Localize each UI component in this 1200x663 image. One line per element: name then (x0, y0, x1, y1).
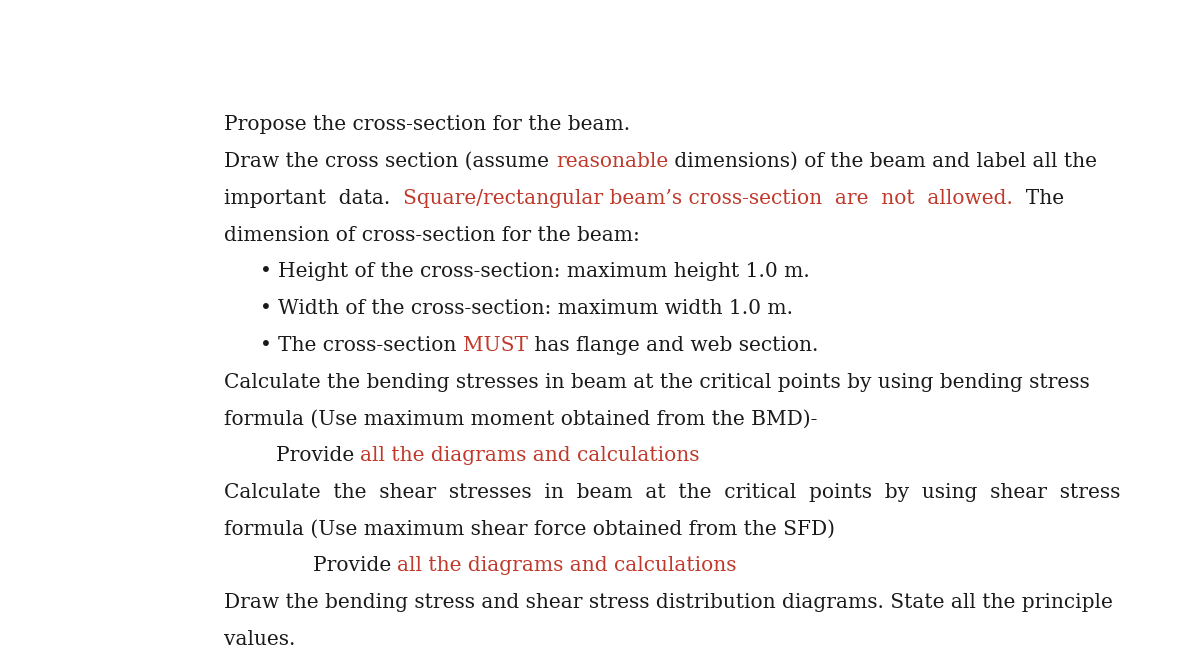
Text: Height of the cross-section: maximum height 1.0 m.: Height of the cross-section: maximum hei… (278, 263, 810, 281)
Text: •: • (259, 336, 271, 355)
Text: formula (Use maximum moment obtained from the BMD)-: formula (Use maximum moment obtained fro… (224, 409, 817, 428)
Text: The cross-section: The cross-section (278, 336, 463, 355)
Text: important  data.: important data. (224, 189, 403, 208)
Text: •: • (259, 299, 271, 318)
Text: Square/rectangular beam’s cross-section  are  not  allowed.: Square/rectangular beam’s cross-section … (403, 189, 1013, 208)
Text: Calculate the bending stresses in beam at the critical points by using bending s: Calculate the bending stresses in beam a… (224, 373, 1090, 392)
Text: all the diagrams and calculations: all the diagrams and calculations (360, 446, 700, 465)
Text: Propose the cross-section for the beam.: Propose the cross-section for the beam. (224, 115, 630, 135)
Text: values.: values. (224, 630, 295, 649)
Text: dimensions) of the beam and label all the: dimensions) of the beam and label all th… (668, 152, 1097, 171)
Text: Width of the cross-section: maximum width 1.0 m.: Width of the cross-section: maximum widt… (278, 299, 793, 318)
Text: •: • (259, 263, 271, 281)
Text: The: The (1013, 189, 1064, 208)
Text: formula (Use maximum shear force obtained from the SFD): formula (Use maximum shear force obtaine… (224, 520, 835, 538)
Text: Provide: Provide (313, 556, 397, 575)
Text: Draw the cross section (assume: Draw the cross section (assume (224, 152, 556, 171)
Text: has flange and web section.: has flange and web section. (528, 336, 818, 355)
Text: Provide: Provide (276, 446, 360, 465)
Text: Draw the bending stress and shear stress distribution diagrams. State all the pr: Draw the bending stress and shear stress… (224, 593, 1114, 612)
Text: all the diagrams and calculations: all the diagrams and calculations (397, 556, 737, 575)
Text: reasonable: reasonable (556, 152, 668, 171)
Text: Calculate  the  shear  stresses  in  beam  at  the  critical  points  by  using : Calculate the shear stresses in beam at … (224, 483, 1121, 502)
Text: MUST: MUST (463, 336, 528, 355)
Text: dimension of cross-section for the beam:: dimension of cross-section for the beam: (224, 225, 641, 245)
